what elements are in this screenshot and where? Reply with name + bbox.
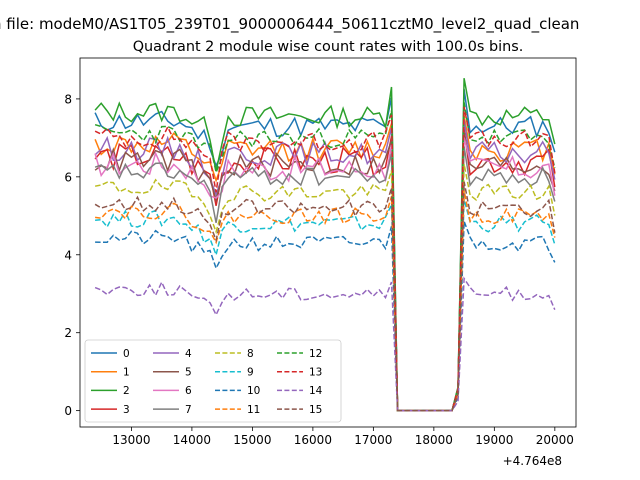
axes: 13000 14000 15000 16000 17000 18000 19000 20000… [64, 57, 577, 447]
y-tick-label: 2 [64, 326, 72, 340]
legend-label-13: 13 [309, 367, 322, 379]
y-tick-label: 4 [64, 248, 72, 262]
x-tick-label: 18000 [415, 433, 453, 447]
y-tick-label: 0 [64, 404, 72, 418]
series-line-9 [95, 199, 556, 412]
series-line-3 [94, 128, 556, 412]
x-tick-label: 16000 [294, 433, 332, 447]
legend-label-10: 10 [247, 385, 260, 397]
chart-suptitle: n file: modeM0/AS1T05_239T01_9000006444_… [0, 15, 579, 34]
series-line-15 [94, 181, 556, 412]
plot-area [94, 78, 556, 412]
legend-label-14: 14 [309, 385, 323, 397]
x-tick-label: 20000 [536, 433, 574, 447]
series-line-6 [94, 137, 556, 412]
x-tick-label: 19000 [475, 433, 513, 447]
series-line-14 [94, 276, 556, 412]
x-tick-label: 17000 [354, 433, 392, 447]
legend-label-5: 5 [185, 367, 192, 379]
series-line-12 [94, 102, 556, 412]
legend-label-8: 8 [247, 348, 254, 360]
series-line-7 [94, 146, 556, 412]
legend-label-12: 12 [309, 348, 322, 360]
legend-label-3: 3 [123, 404, 130, 416]
legend-label-9: 9 [247, 367, 254, 379]
axes-frame [79, 57, 577, 428]
series-line-10 [95, 221, 556, 412]
legend-label-0: 0 [123, 348, 130, 360]
x-tick-label: 13000 [112, 433, 150, 447]
series-line-13 [94, 106, 556, 412]
chart-title: Quadrant 2 module wise count rates with … [133, 39, 524, 55]
series-line-8 [94, 163, 556, 412]
x-offset-label: +4.764e8 [503, 454, 562, 468]
y-tick-label: 8 [64, 92, 72, 106]
x-tick-label: 14000 [173, 433, 211, 447]
legend-label-4: 4 [185, 348, 192, 360]
series-line-2 [94, 78, 556, 412]
series-line-0 [94, 89, 556, 412]
legend-label-6: 6 [185, 385, 192, 397]
legend-label-7: 7 [185, 404, 192, 416]
x-tick-label: 15000 [233, 433, 271, 447]
legend-box [84, 339, 342, 423]
legend-label-15: 15 [309, 404, 322, 416]
y-tick-label: 6 [64, 170, 72, 184]
series-line-11 [95, 190, 556, 412]
series-line-1 [94, 115, 556, 412]
legend-label-11: 11 [247, 404, 260, 416]
legend-label-1: 1 [123, 367, 130, 379]
legend-label-2: 2 [123, 385, 130, 397]
